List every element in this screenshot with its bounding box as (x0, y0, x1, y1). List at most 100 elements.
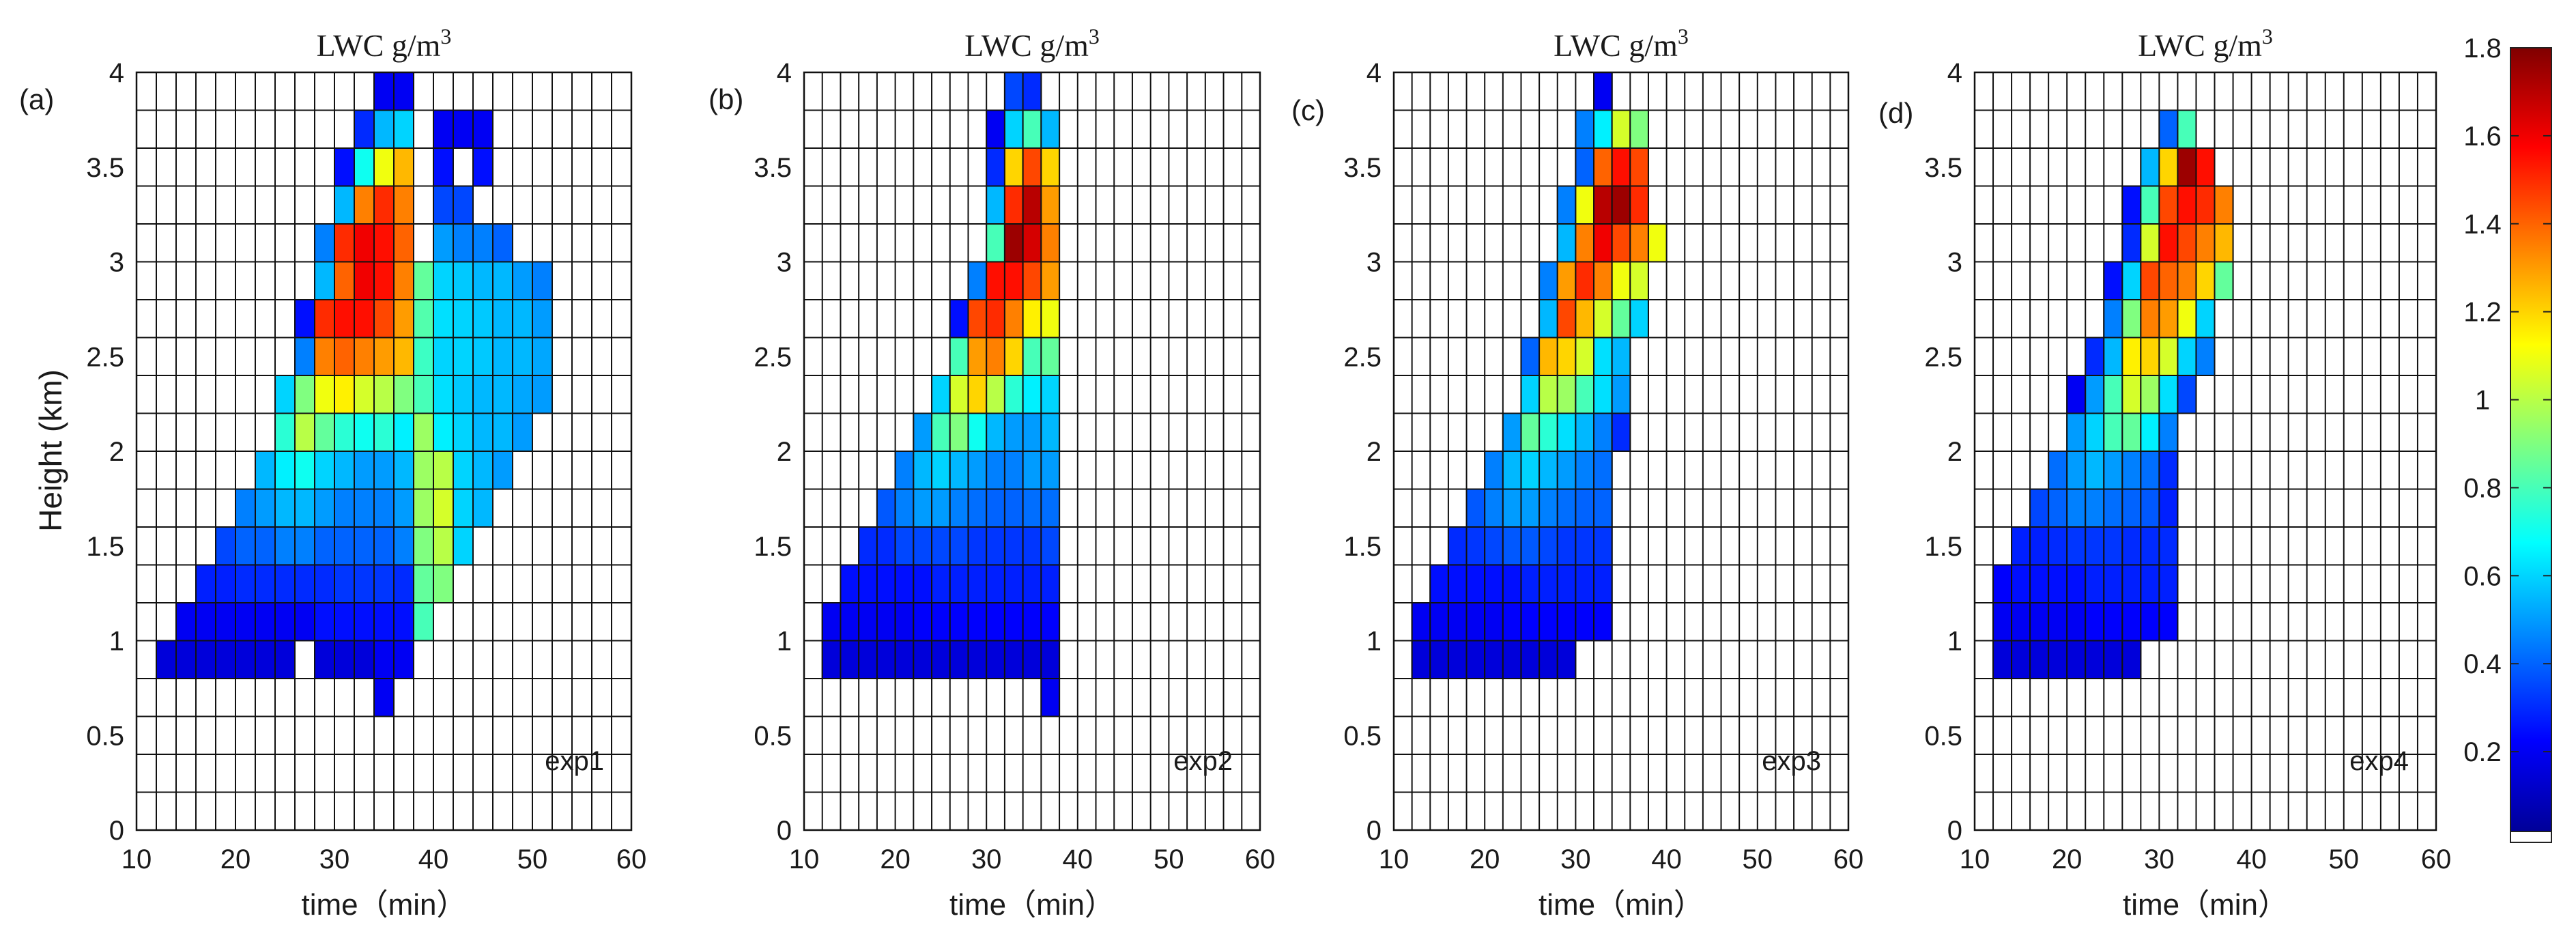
y-tick-label: 4 (109, 58, 124, 88)
heatmap-cell (433, 261, 454, 300)
heatmap-cell (967, 564, 988, 603)
y-tick-label: 4 (1947, 58, 1962, 88)
heatmap-cell (2048, 488, 2068, 528)
heatmap-cell (876, 526, 896, 566)
heatmap-cell (967, 375, 988, 414)
heatmap-cell (1539, 488, 1558, 528)
heatmap-cell (1022, 223, 1042, 263)
heatmap-cell (1040, 185, 1061, 225)
heatmap-cell (215, 640, 236, 679)
heatmap-cell (1593, 526, 1613, 566)
heatmap-cell (1022, 109, 1042, 149)
heatmap-cell (1447, 640, 1468, 679)
heatmap-cell (532, 299, 553, 339)
x-tick-label: 50 (1154, 844, 1184, 874)
heatmap-cell (2158, 147, 2179, 187)
x-tick-label: 10 (1960, 844, 1990, 874)
heatmap-cell (1556, 564, 1577, 603)
x-tick-label: 50 (517, 844, 548, 874)
y-tick-label: 3.5 (1924, 153, 1962, 183)
experiment-annotation: exp1 (545, 746, 604, 776)
heatmap-cell (1484, 602, 1504, 642)
heatmap-cell (2029, 640, 2050, 679)
heatmap-cell (2103, 451, 2123, 490)
heatmap-cell (949, 602, 969, 642)
heatmap-cell (894, 488, 915, 528)
axes-frame (803, 71, 1261, 831)
heatmap-cell (393, 488, 414, 528)
heatmap-cell (1593, 299, 1613, 339)
heatmap-cell (314, 375, 335, 414)
heatmap-cell (2066, 602, 2087, 642)
x-tick-label: 10 (121, 844, 152, 874)
heatmap-cell (2121, 223, 2142, 263)
colorbar-tick-label: 1.4 (2463, 210, 2502, 240)
heatmap-cell (2048, 640, 2068, 679)
heatmap-cell (967, 337, 988, 376)
experiment-annotation: exp4 (2349, 746, 2409, 776)
heatmap-cell (2103, 488, 2123, 528)
heatmap-cell (1022, 337, 1042, 376)
heatmap-cell (2158, 564, 2179, 603)
heatmap-cell (2140, 602, 2160, 642)
heatmap-cell (2048, 564, 2068, 603)
heatmap-cell (1040, 109, 1061, 149)
heatmap-cell (1611, 375, 1631, 414)
panel-title: LWC g/m3 (1554, 24, 1689, 63)
heatmap-cell (235, 488, 256, 528)
heatmap-cell (1003, 261, 1024, 300)
heatmap-cell (274, 412, 296, 452)
y-tick-label: 1.5 (754, 532, 792, 562)
heatmap-cell (1611, 109, 1631, 149)
y-tick-label: 0.5 (86, 721, 124, 751)
heatmap-cell (2121, 185, 2142, 225)
colorbar-tick-label: 1.8 (2463, 33, 2502, 63)
heatmap-cell (1411, 640, 1431, 679)
colorbar-bottom-swatch (2510, 831, 2552, 843)
y-tick-label: 2 (1366, 437, 1382, 467)
heatmap-cell (274, 526, 296, 566)
heatmap-cell (2085, 337, 2105, 376)
heatmap-cell (373, 602, 395, 642)
heatmap-cell (472, 488, 493, 528)
heatmap-cell (1556, 412, 1577, 452)
heatmap-cell (393, 261, 414, 300)
heatmap-cell (453, 412, 474, 452)
heatmap-cell (215, 602, 236, 642)
panel-title-main: LWC g/m (2138, 28, 2262, 63)
heatmap-cell (2158, 337, 2179, 376)
x-tick-label: 20 (880, 844, 911, 874)
heatmap-cell (453, 337, 474, 376)
y-tick-label: 3 (777, 248, 792, 278)
heatmap-cell (195, 602, 216, 642)
heatmap-cell (2140, 337, 2160, 376)
heatmap-cell (413, 412, 434, 452)
heatmap-cell (2140, 261, 2160, 300)
panel-title-main: LWC g/m (964, 28, 1089, 63)
x-tick-label: 40 (1063, 844, 1093, 874)
heatmap-cell (274, 602, 296, 642)
heatmap-cell (373, 299, 395, 339)
x-tick-label: 40 (2236, 844, 2267, 874)
heatmap-cell (840, 602, 860, 642)
x-tick-label: 40 (1651, 844, 1682, 874)
heatmap-cell (512, 261, 533, 300)
heatmap-cell (2066, 412, 2087, 452)
heatmap-cell (1575, 147, 1595, 187)
heatmap-cell (492, 451, 513, 490)
heatmap-cell (1022, 299, 1042, 339)
heatmap-cell (453, 261, 474, 300)
heatmap-cell (1022, 412, 1042, 452)
heatmap-cell (472, 261, 493, 300)
heatmap-cell (393, 337, 414, 376)
heatmap-cell (1556, 375, 1577, 414)
heatmap-cell (2158, 261, 2179, 300)
x-tick-label: 40 (418, 844, 449, 874)
heatmap-cell (1593, 261, 1613, 300)
heatmap-cell (1593, 564, 1613, 603)
heatmap-cell (894, 640, 915, 679)
heatmap-cell (532, 337, 553, 376)
panel-title-superscript: 3 (1089, 24, 1100, 48)
heatmap-cell (472, 337, 493, 376)
